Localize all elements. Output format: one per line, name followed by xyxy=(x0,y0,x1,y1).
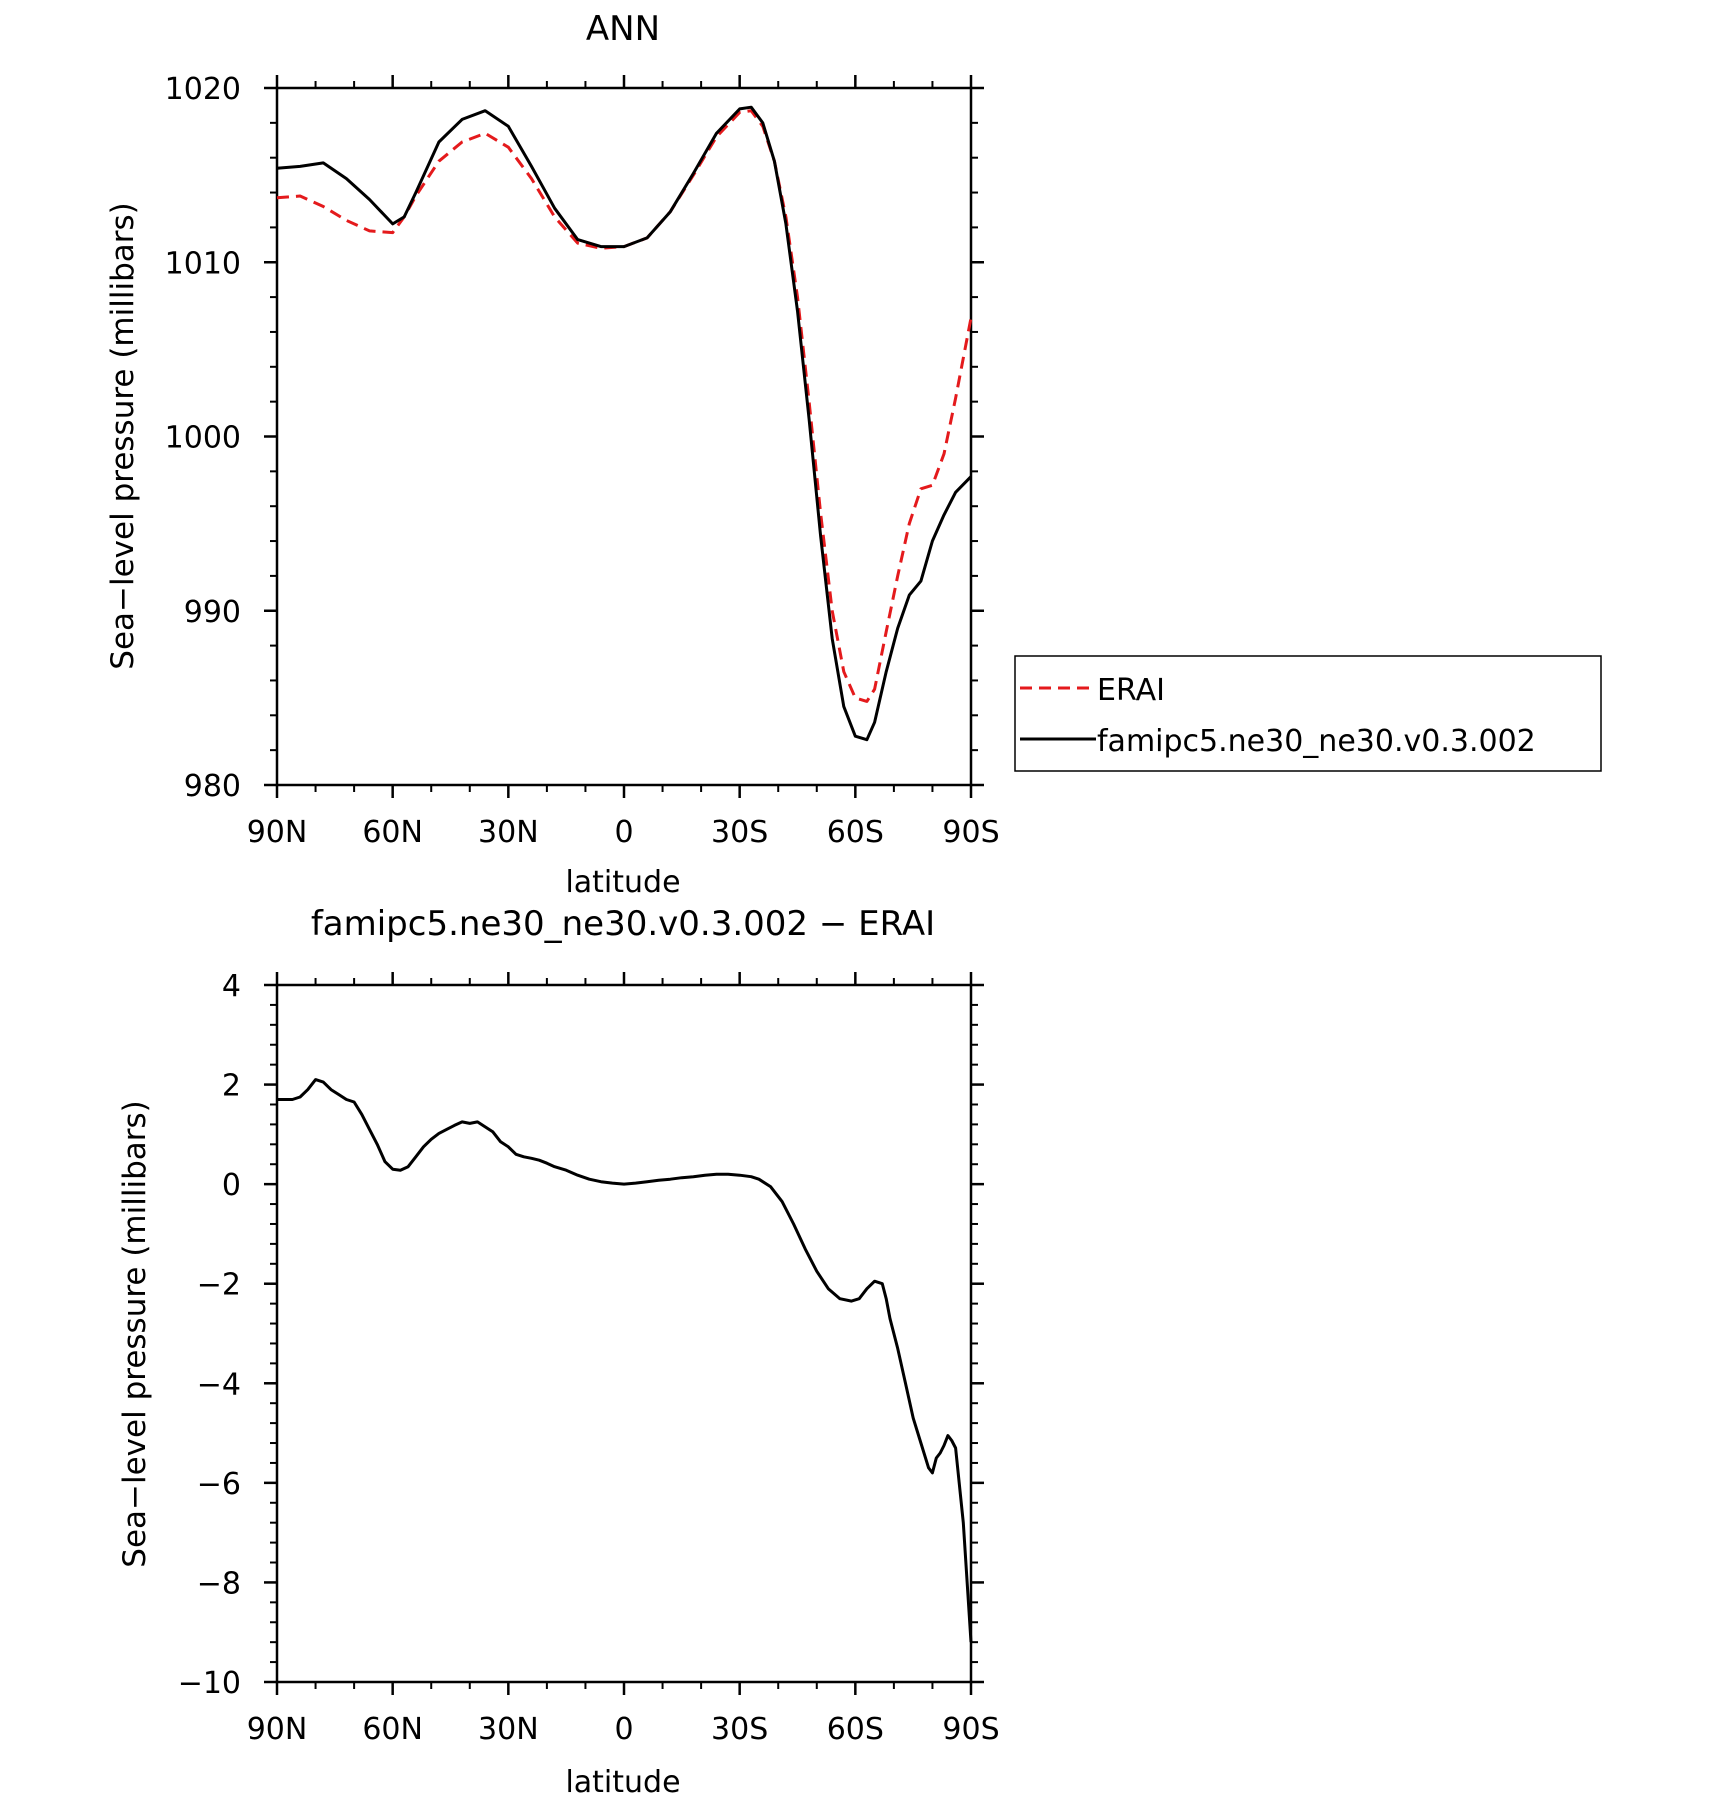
y-tick-label: 1010 xyxy=(165,246,241,281)
legend-box xyxy=(1014,655,1602,772)
y-tick-label: −10 xyxy=(178,1666,241,1701)
x-tick-label: 60N xyxy=(362,815,423,850)
x-tick-label: 90S xyxy=(942,815,999,850)
plot-frame xyxy=(275,983,973,1684)
y-tick-label: 980 xyxy=(184,769,241,804)
x-tick-label: 90N xyxy=(247,1712,308,1747)
panel-mean-slp: ANN 90N 60N 30N 0 30S 60S 90S 980 990 1000 1010 102… xyxy=(105,9,1602,900)
x-tick-label: 60N xyxy=(362,1712,423,1747)
y-tick-label: −2 xyxy=(197,1268,241,1303)
x-tick-label: 30S xyxy=(711,815,768,850)
y-axis-label: Sea−level pressure (millibars) xyxy=(105,202,141,669)
x-axis-label: latitude xyxy=(565,865,680,900)
axis-ticks: 90N 60N 30N 0 30S 60S 90S 980 990 1000 1010 1020 xyxy=(165,72,1000,850)
series-line-famipc5-ne30-ne30-v0-3-002 xyxy=(276,105,973,742)
x-tick-label: 60S xyxy=(827,1712,884,1747)
y-tick-label: −4 xyxy=(197,1367,241,1402)
y-tick-label: 4 xyxy=(222,969,241,1004)
data-lines xyxy=(276,105,973,742)
x-tick-label: 90N xyxy=(247,815,308,850)
y-tick-label: −8 xyxy=(197,1566,241,1601)
y-tick-label: 1000 xyxy=(165,421,241,456)
y-tick-label: 1020 xyxy=(165,72,241,107)
y-tick-label: 990 xyxy=(184,595,241,630)
x-tick-label: 0 xyxy=(614,1712,633,1747)
chart-title: ANN xyxy=(586,9,660,49)
legend-label-model: famipc5.ne30_ne30.v0.3.002 xyxy=(1097,724,1536,759)
x-tick-label: 30N xyxy=(478,815,539,850)
x-tick-label: 60S xyxy=(827,815,884,850)
plot-frame xyxy=(275,86,973,787)
series-line-difference xyxy=(277,1078,973,1643)
legend-label-erai: ERAI xyxy=(1097,673,1165,708)
x-tick-label: 30N xyxy=(478,1712,539,1747)
data-lines xyxy=(277,1078,973,1643)
axis-ticks: 90N 60N 30N 0 30S 60S 90S −10 −8 −6 −4 −2 0 2 4 xyxy=(178,969,1000,1747)
y-axis-label: Sea−level pressure (millibars) xyxy=(117,1100,153,1567)
x-tick-label: 90S xyxy=(942,1712,999,1747)
y-tick-label: 2 xyxy=(222,1069,241,1104)
panel-difference: famipc5.ne30_ne30.v0.3.002 − ERAI 90N 60N… xyxy=(117,904,1000,1800)
y-tick-label: 0 xyxy=(222,1168,241,1203)
x-tick-label: 0 xyxy=(614,815,633,850)
x-tick-label: 30S xyxy=(711,1712,768,1747)
y-tick-label: −6 xyxy=(197,1467,241,1502)
x-axis-label: latitude xyxy=(565,1765,680,1800)
legend: ERAI famipc5.ne30_ne30.v0.3.002 xyxy=(1014,655,1602,772)
chart-title: famipc5.ne30_ne30.v0.3.002 − ERAI xyxy=(311,904,935,944)
series-line-erai xyxy=(276,109,973,703)
